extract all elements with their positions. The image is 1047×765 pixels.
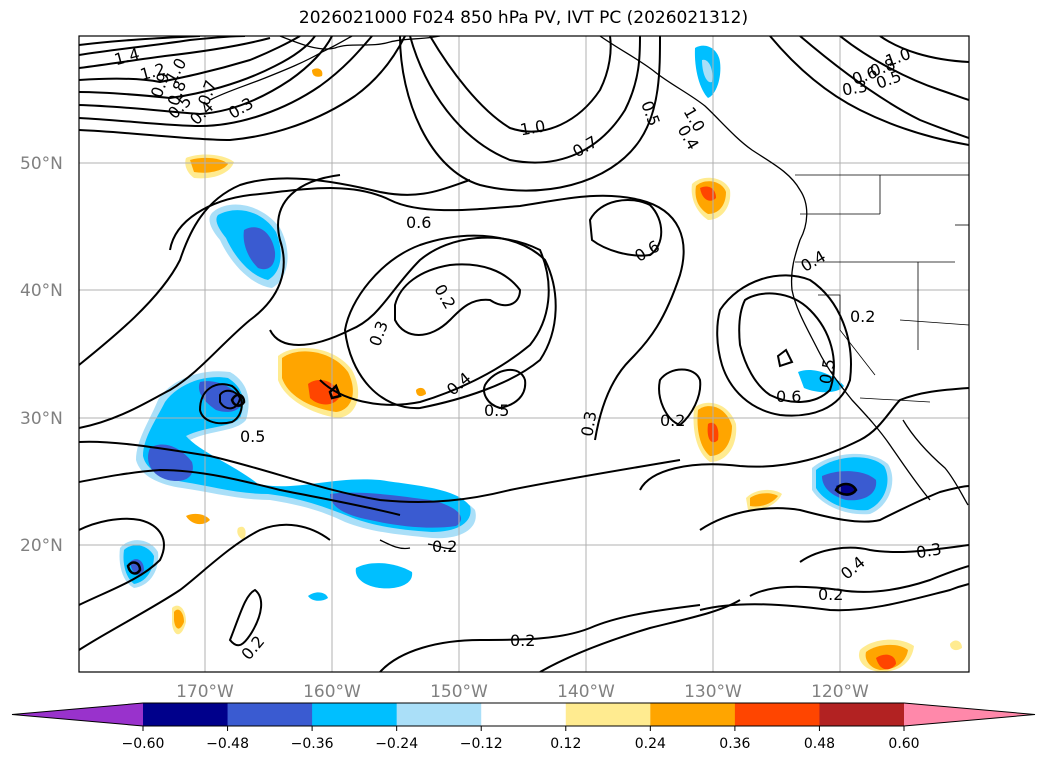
- bold-contours: [126, 383, 858, 575]
- pv-positive-area: [950, 640, 962, 651]
- pv-weak-negative-area: [702, 59, 713, 83]
- gridlines: [79, 36, 969, 672]
- colorbar-swatch: [481, 703, 567, 726]
- pv-strong-positive-area: [700, 186, 716, 201]
- lon-label-170w: 170°W: [176, 682, 234, 702]
- contour-label: 1.0: [518, 116, 546, 139]
- pv-positive-area: [312, 68, 323, 77]
- contour-label: 0.3: [915, 539, 943, 562]
- lon-label-150w: 150°W: [430, 682, 488, 702]
- colorbar-tick-label: 0.60: [888, 736, 919, 752]
- map-area: [79, 36, 969, 672]
- pv-positive-area: [750, 493, 778, 507]
- contour-label: 0.4: [837, 552, 869, 583]
- colorbar-tick-label: −0.24: [375, 736, 418, 752]
- pv-positive-area: [174, 609, 184, 629]
- lat-label-50n: 50°N: [20, 154, 63, 174]
- pv-positive-area: [416, 387, 426, 397]
- colorbar-swatch: [312, 703, 398, 726]
- lon-label-140w: 140°W: [557, 682, 615, 702]
- contour-label-group: 1.4 1.2 1.0 0.9 0.8 0.7 0.5 0.4 0.3 1.0 …: [112, 44, 943, 664]
- lon-label-160w: 160°W: [303, 682, 361, 702]
- contour-label: 0.2: [660, 411, 685, 430]
- pv-negative-area: [798, 369, 844, 393]
- contour-label: 0.7: [569, 132, 601, 161]
- pv-strong-negative-area: [243, 227, 276, 270]
- contour-label: 0.2: [510, 631, 535, 650]
- colorbar-tick-label: −0.60: [122, 736, 165, 752]
- lat-label-30n: 30°N: [20, 409, 63, 429]
- colorbar-swatch: [396, 703, 482, 726]
- pv-positive-area: [190, 157, 228, 173]
- map-title: 2026021000 F024 850 hPa PV, IVT PC (2026…: [298, 8, 749, 28]
- colorbar-extend-low: [12, 703, 143, 726]
- pv-negative-area: [308, 592, 328, 601]
- colorbar-swatch: [143, 703, 229, 726]
- map-frame: [78, 35, 970, 673]
- colorbar-swatch: [227, 703, 313, 726]
- contour-label: 0.6: [406, 213, 431, 232]
- colorbar-swatch: [565, 703, 651, 726]
- longitude-labels: 170°W 160°W 150°W 140°W 130°W 120°W: [176, 682, 869, 702]
- contour-label: 0.5: [240, 427, 265, 446]
- contour-label: 0.4: [797, 246, 829, 275]
- contour-label: 0.5: [816, 357, 839, 385]
- lat-label-40n: 40°N: [20, 281, 63, 301]
- colorbar-tick-label: 0.24: [635, 736, 666, 752]
- contour-label: 0.3: [365, 318, 392, 348]
- coastlines: [209, 36, 969, 550]
- colorbar-tick-label: −0.12: [460, 736, 503, 752]
- colorbar-tick-label: −0.36: [291, 736, 334, 752]
- pv-contours: [79, 36, 969, 672]
- contour-label: 0.2: [818, 585, 843, 604]
- contour-label: 0.3: [577, 410, 600, 438]
- colorbar-swatch: [734, 703, 820, 726]
- contour-label: 0.5: [484, 401, 509, 420]
- contour-label: 0.2: [432, 537, 457, 556]
- contour-label: 0.3: [841, 76, 869, 99]
- colorbar-extend-high: [904, 703, 1035, 726]
- latitude-labels: 50°N 40°N 30°N 20°N: [20, 154, 63, 556]
- colorbar-tick-label: 0.12: [550, 736, 581, 752]
- colorbar-swatch: [819, 703, 905, 726]
- lon-label-120w: 120°W: [811, 682, 869, 702]
- pv-negative-area: [143, 377, 471, 532]
- contour-label: 0.6: [776, 387, 801, 406]
- pv-strong-positive-area: [876, 654, 896, 670]
- contour-label: 0.2: [850, 307, 875, 326]
- colorbar: −0.60 −0.48 −0.36 −0.24 −0.12 0.12 0.24 0.36 0.4…: [11, 702, 1036, 752]
- pv-positive-area: [186, 513, 210, 525]
- lat-label-20n: 20°N: [20, 536, 63, 556]
- contour-label: 0.5: [637, 98, 664, 128]
- colorbar-swatch: [650, 703, 736, 726]
- lon-label-130w: 130°W: [684, 682, 742, 702]
- contour-label: 0.2: [237, 632, 268, 664]
- pv-positive-area: [237, 526, 246, 540]
- colorbar-tick-label: 0.36: [719, 736, 750, 752]
- state-borders: [795, 174, 969, 403]
- colorbar-tick-label: 0.48: [804, 736, 835, 752]
- contour-label: 0.6: [631, 236, 663, 265]
- colorbar-tick-label: −0.48: [206, 736, 249, 752]
- pv-negative-area: [355, 563, 413, 589]
- contour-label: 0.2: [430, 281, 459, 313]
